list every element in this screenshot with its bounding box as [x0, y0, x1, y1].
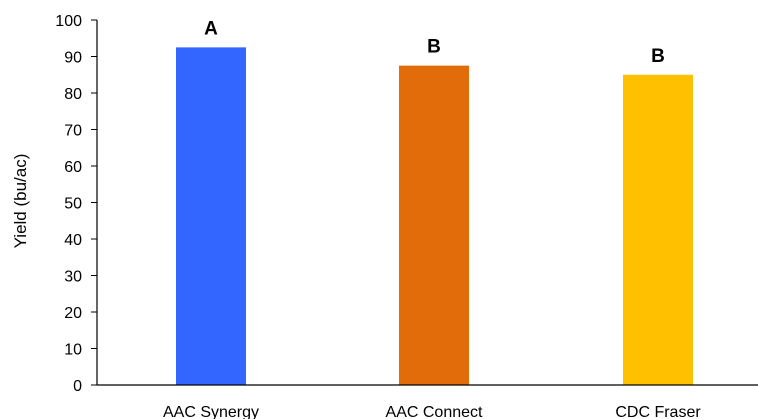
- x-axis-ticks: AAC Synergy AAC Connect CDC Fraser: [163, 404, 701, 419]
- significance-labels: A B B: [204, 18, 665, 66]
- y-tick-label: 80: [64, 86, 82, 103]
- significance-label: B: [427, 37, 441, 58]
- y-tick-label: 40: [64, 232, 82, 249]
- y-tick-label: 60: [64, 159, 82, 176]
- y-tick-label: 30: [64, 269, 82, 286]
- x-tick-label: AAC Synergy: [163, 404, 259, 419]
- y-tick-label: 70: [64, 123, 82, 140]
- y-tick-label: 0: [73, 378, 82, 395]
- significance-label: B: [651, 46, 665, 67]
- bar-aac-connect: [399, 65, 469, 385]
- y-tick-label: 50: [64, 196, 82, 213]
- y-tick-label: 90: [64, 50, 82, 67]
- y-tick-label: 20: [64, 305, 82, 322]
- y-axis-ticks: 0 10 20 30 40 50 60 70 80 90 100: [55, 13, 97, 395]
- significance-label: A: [204, 18, 218, 39]
- y-tick-label: 10: [64, 342, 82, 359]
- bar-aac-synergy: [176, 47, 246, 385]
- x-tick-label: AAC Connect: [386, 404, 483, 419]
- y-tick-label: 100: [55, 13, 82, 30]
- bars: [176, 47, 693, 385]
- x-tick-label: CDC Fraser: [615, 404, 701, 419]
- y-axis-title: Yield (bu/ac): [11, 154, 30, 249]
- bar-cdc-fraser: [623, 74, 693, 385]
